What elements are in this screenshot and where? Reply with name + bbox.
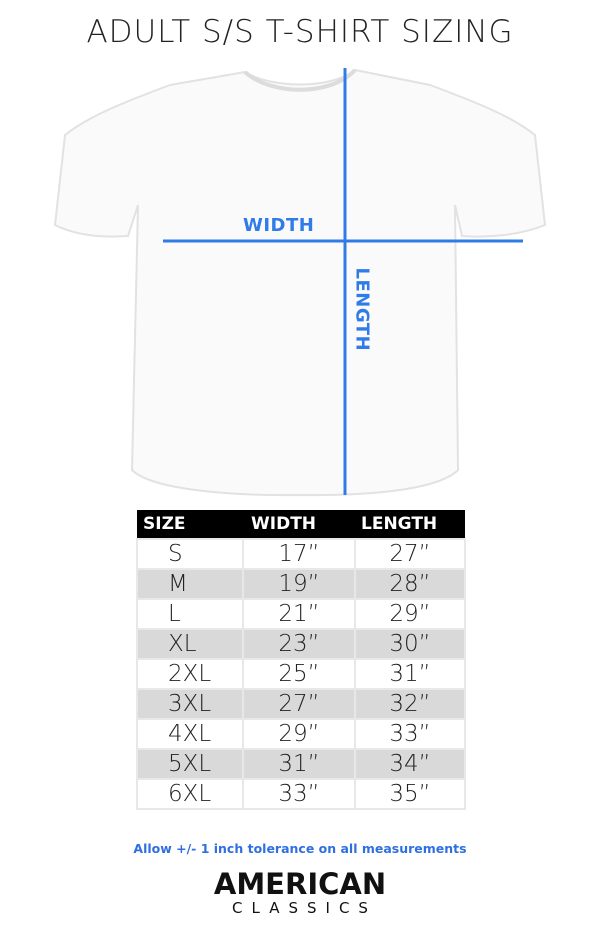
cell-size: 5XL	[136, 748, 244, 780]
cell-width: 23”	[242, 628, 356, 660]
cell-size: XL	[136, 628, 244, 660]
cell-size: 3XL	[136, 688, 244, 720]
table-row: 3XL 27” 32”	[136, 688, 466, 720]
table-header: SIZE WIDTH LENGTH	[137, 510, 465, 539]
cell-size: S	[136, 538, 244, 570]
size-table: SIZE WIDTH LENGTH S 17” 27” M 19” 28” L 21” 29” X…	[136, 510, 466, 810]
cell-length: 27”	[354, 538, 466, 570]
table-row: 4XL 29” 33”	[136, 718, 466, 750]
cell-size: L	[136, 598, 244, 630]
header-size: SIZE	[137, 510, 243, 539]
cell-width: 33”	[242, 778, 356, 810]
cell-length: 30”	[354, 628, 466, 660]
table-row: XL 23” 30”	[136, 628, 466, 660]
cell-width: 31”	[242, 748, 356, 780]
table-row: S 17” 27”	[136, 538, 466, 570]
cell-width: 25”	[242, 658, 356, 690]
cell-length: 29”	[354, 598, 466, 630]
brand-logo-line2: CLASSICS	[232, 899, 377, 917]
table-row: M 19” 28”	[136, 568, 466, 600]
cell-size: M	[136, 568, 244, 600]
header-width: WIDTH	[243, 510, 355, 539]
brand-logo-line1: AMERICAN	[213, 867, 387, 901]
table-row: 5XL 31” 34”	[136, 748, 466, 780]
tshirt-diagram	[53, 68, 547, 497]
cell-width: 19”	[242, 568, 356, 600]
cell-size: 6XL	[136, 778, 244, 810]
cell-length: 33”	[354, 718, 466, 750]
table-row: 2XL 25” 31”	[136, 658, 466, 690]
cell-length: 34”	[354, 748, 466, 780]
page-title: ADULT S/S T-SHIRT SIZING	[86, 14, 514, 50]
cell-length: 32”	[354, 688, 466, 720]
cell-width: 17”	[242, 538, 356, 570]
table-row: L 21” 29”	[136, 598, 466, 630]
cell-length: 31”	[354, 658, 466, 690]
header-length: LENGTH	[355, 510, 465, 539]
cell-width: 29”	[242, 718, 356, 750]
tolerance-note: Allow +/- 1 inch tolerance on all measur…	[133, 841, 467, 856]
length-label: LENGTH	[351, 267, 373, 352]
cell-length: 28”	[354, 568, 466, 600]
width-label: WIDTH	[243, 215, 315, 236]
cell-width: 27”	[242, 688, 356, 720]
cell-size: 2XL	[136, 658, 244, 690]
tshirt-shape	[53, 68, 547, 497]
cell-size: 4XL	[136, 718, 244, 750]
table-row: 6XL 33” 35”	[136, 778, 466, 810]
cell-length: 35”	[354, 778, 466, 810]
cell-width: 21”	[242, 598, 356, 630]
